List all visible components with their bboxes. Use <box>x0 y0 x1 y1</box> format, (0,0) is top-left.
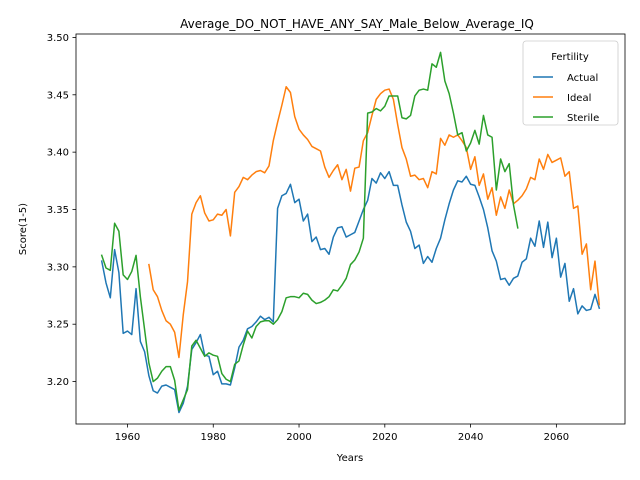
legend: Fertility Actual Ideal Sterile <box>522 40 619 126</box>
y-tick-label: 3.50 <box>47 33 69 44</box>
chart-title: Average_DO_NOT_HAVE_ANY_SAY_Male_Below_A… <box>180 17 534 31</box>
x-tick-label: 2060 <box>544 432 569 443</box>
series-group <box>100 51 601 414</box>
x-axis: 1960 1980 2000 2020 2040 2060 <box>115 424 569 443</box>
y-axis-label: Score(1-5) <box>18 203 29 255</box>
y-tick-label: 3.35 <box>47 205 69 216</box>
x-tick-label: 2000 <box>286 432 311 443</box>
legend-label-sterile: Sterile <box>567 113 599 124</box>
y-tick-label: 3.40 <box>47 148 69 159</box>
y-tick-label: 3.45 <box>47 90 69 101</box>
series-line-ideal <box>148 86 601 359</box>
y-tick-label: 3.25 <box>47 320 69 331</box>
y-tick-label: 3.30 <box>47 262 69 273</box>
plot-frame <box>75 33 626 425</box>
x-tick-label: 2020 <box>372 432 397 443</box>
y-axis: 3.20 3.25 3.30 3.35 3.40 3.45 3.50 <box>47 33 76 388</box>
x-axis-label: Years <box>336 453 363 464</box>
legend-title: Fertility <box>551 52 589 63</box>
x-tick-label: 1960 <box>115 432 140 443</box>
y-tick-label: 3.20 <box>47 377 69 388</box>
legend-label-actual: Actual <box>567 73 598 84</box>
legend-label-ideal: Ideal <box>567 93 591 104</box>
x-tick-label: 2040 <box>458 432 483 443</box>
series-line-sterile <box>100 51 519 411</box>
x-tick-label: 1980 <box>201 432 226 443</box>
legend-box <box>522 40 619 126</box>
